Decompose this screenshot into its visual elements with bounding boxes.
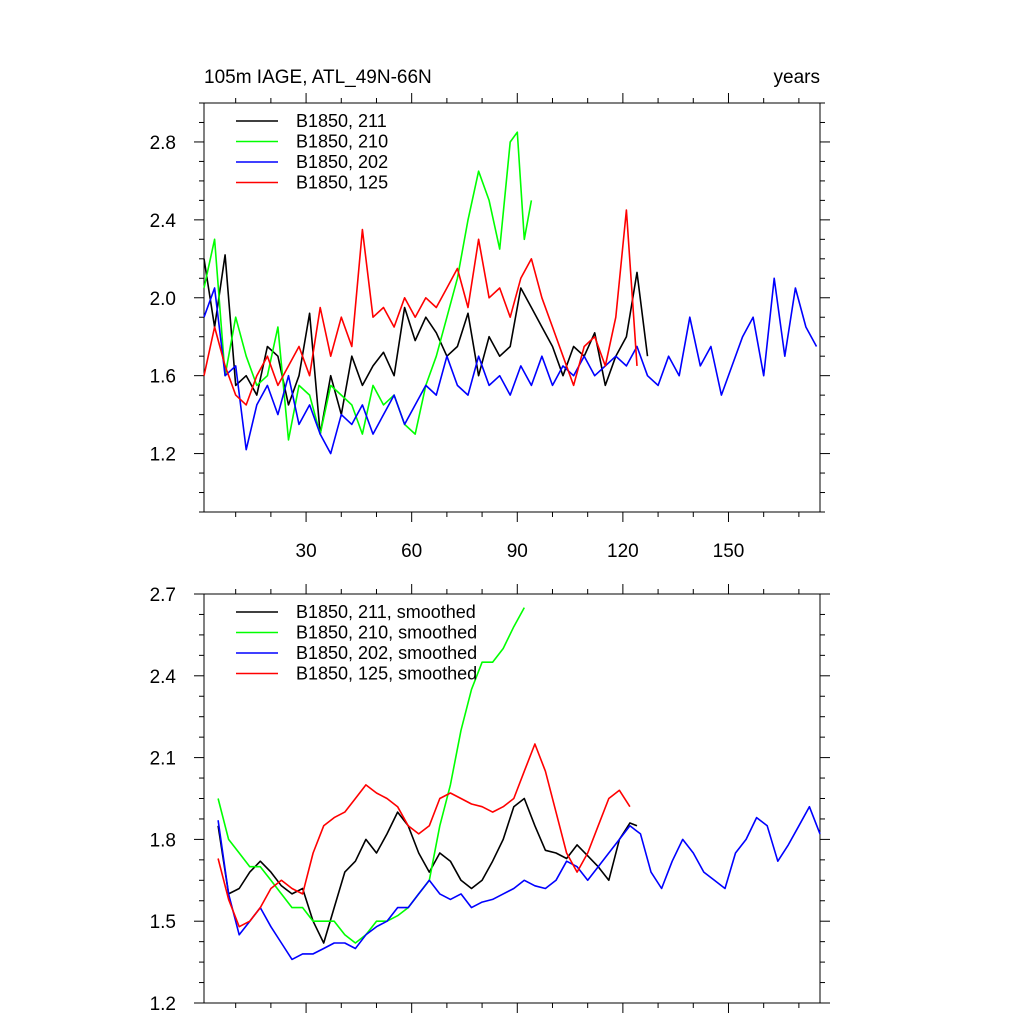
y-tick-label: 1.2 <box>150 994 176 1015</box>
legend-label: B1850, 125, smoothed <box>296 664 477 684</box>
series-line-2 <box>203 131 533 441</box>
x-tick-label: 60 <box>401 541 422 562</box>
y-tick-label: 2.4 <box>150 667 177 688</box>
series-line-1 <box>217 797 638 944</box>
series-line-1 <box>203 254 649 435</box>
series-line-2 <box>217 607 526 944</box>
x-tick-label: 30 <box>296 541 317 562</box>
series-line-4 <box>203 209 638 406</box>
y-tick-label: 2.0 <box>150 289 176 310</box>
y-tick-label: 1.5 <box>150 912 176 933</box>
legend-label: B1850, 211, smoothed <box>296 602 476 622</box>
x-tick-label: 120 <box>607 541 639 562</box>
x-tick-label: 90 <box>507 541 528 562</box>
x-axis-unit-label: years <box>774 67 820 88</box>
x-tick-label: 150 <box>713 541 745 562</box>
y-tick-label: 2.7 <box>150 585 176 606</box>
legend-label: B1850, 125 <box>296 173 388 193</box>
legend-label: B1850, 210 <box>296 132 388 152</box>
y-tick-label: 1.6 <box>150 367 176 388</box>
legend-label: B1850, 211 <box>296 111 387 131</box>
legend-label: B1850, 202 <box>296 152 388 172</box>
y-tick-label: 2.4 <box>150 211 177 232</box>
series-line-3 <box>203 277 818 455</box>
y-tick-label: 2.1 <box>150 749 176 770</box>
series-line-3 <box>217 805 821 961</box>
y-tick-label: 1.8 <box>150 830 176 851</box>
plot-frame <box>203 102 821 513</box>
series-line-4 <box>217 743 631 928</box>
y-tick-label: 2.8 <box>150 133 176 154</box>
legend-label: B1850, 210, smoothed <box>296 623 477 643</box>
chart-title: 105m IAGE, ATL_49N-66N <box>204 67 432 88</box>
y-tick-label: 1.2 <box>150 445 176 466</box>
legend-label: B1850, 202, smoothed <box>296 643 477 663</box>
